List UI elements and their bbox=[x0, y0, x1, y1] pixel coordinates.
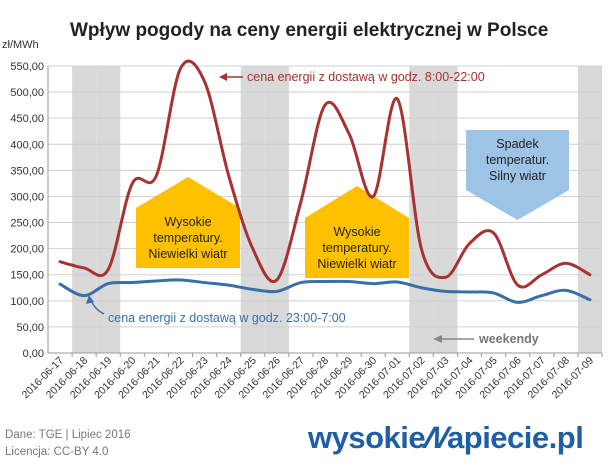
weekend-arrowhead bbox=[433, 335, 442, 343]
hot-weather-box-1-text: Wysokie bbox=[164, 215, 211, 229]
annotations: cena energii z dostawą w godz. 8:00-22:0… bbox=[86, 70, 539, 346]
cold-weather-box-text: Spadek bbox=[496, 137, 539, 151]
weekend-band bbox=[409, 66, 434, 353]
y-tick-label: 50,00 bbox=[16, 322, 44, 334]
series-line-2 bbox=[58, 278, 592, 304]
series-label-night: cena energii z dostawą w godz. 23:00-7:0… bbox=[108, 311, 346, 325]
weekend-label: weekendy bbox=[478, 332, 539, 346]
hot-weather-box-2-text: temperatury. bbox=[322, 241, 391, 255]
series-line-1 bbox=[58, 59, 592, 289]
y-tick-label: 200,00 bbox=[10, 244, 44, 256]
weekend-bands bbox=[72, 66, 602, 353]
y-tick-label: 400,00 bbox=[10, 139, 44, 151]
y-tick-label: 300,00 bbox=[10, 191, 44, 203]
hot-weather-box-1-text: Niewielki wiatr bbox=[148, 247, 227, 261]
chart-title: Wpływ pogody na ceny energii elektryczne… bbox=[70, 20, 549, 41]
logo-text-right: apiecie.pl bbox=[447, 420, 584, 455]
cold-weather-box-text: temperatur. bbox=[486, 153, 549, 167]
y-axis-unit-label: zł/MWh bbox=[2, 39, 39, 51]
weekend-band bbox=[240, 66, 265, 353]
cold-weather-box bbox=[466, 130, 569, 220]
hot-weather-box-2-text: Wysokie bbox=[333, 225, 380, 239]
annotation-boxes: Wysokie temperatury. Niewielki wiatr Wysoki… bbox=[136, 130, 569, 278]
y-tick-label: 100,00 bbox=[10, 296, 44, 308]
footer-source: Dane: TGE | Lipiec 2016 bbox=[5, 429, 131, 441]
y-tick-label: 150,00 bbox=[10, 270, 44, 282]
hot-weather-box-2-text: Niewielki wiatr bbox=[317, 257, 396, 271]
cold-weather-box-text: Silny wiatr bbox=[489, 169, 546, 183]
series-label-day: cena energii z dostawą w godz. 8:00-22:0… bbox=[247, 70, 485, 84]
y-tick-label: 0,00 bbox=[23, 348, 44, 360]
weekend-band bbox=[577, 66, 602, 353]
footer-license: Licencja: CC-BY 4.0 bbox=[5, 446, 109, 458]
red-label-arrowhead bbox=[219, 73, 227, 81]
site-logo: wysokieNapiecie.pl bbox=[308, 420, 584, 456]
blue-label-arrowhead bbox=[86, 295, 94, 304]
weekend-band bbox=[433, 66, 458, 353]
weekend-band bbox=[72, 66, 97, 353]
hot-weather-box-2 bbox=[305, 186, 409, 278]
hot-weather-box-1 bbox=[136, 177, 240, 268]
hot-weather-box-1-text: temperatury. bbox=[153, 231, 222, 245]
y-tick-label: 550,00 bbox=[10, 61, 44, 73]
weekend-band bbox=[96, 66, 121, 353]
y-tick-label: 450,00 bbox=[10, 113, 44, 125]
y-tick-label: 500,00 bbox=[10, 87, 44, 99]
y-tick-label: 350,00 bbox=[10, 165, 44, 177]
y-tick-label: 250,00 bbox=[10, 218, 44, 230]
series-lines bbox=[58, 59, 592, 304]
weekend-band bbox=[264, 66, 289, 353]
x-tick-labels: 2016-06-172016-06-182016-06-192016-06-20… bbox=[20, 353, 603, 401]
y-tick-labels: 0,00 50,00 100,00 150,00 200,00 250,00 300,00 3… bbox=[10, 61, 44, 360]
logo-text-left: wysokie bbox=[308, 420, 426, 455]
